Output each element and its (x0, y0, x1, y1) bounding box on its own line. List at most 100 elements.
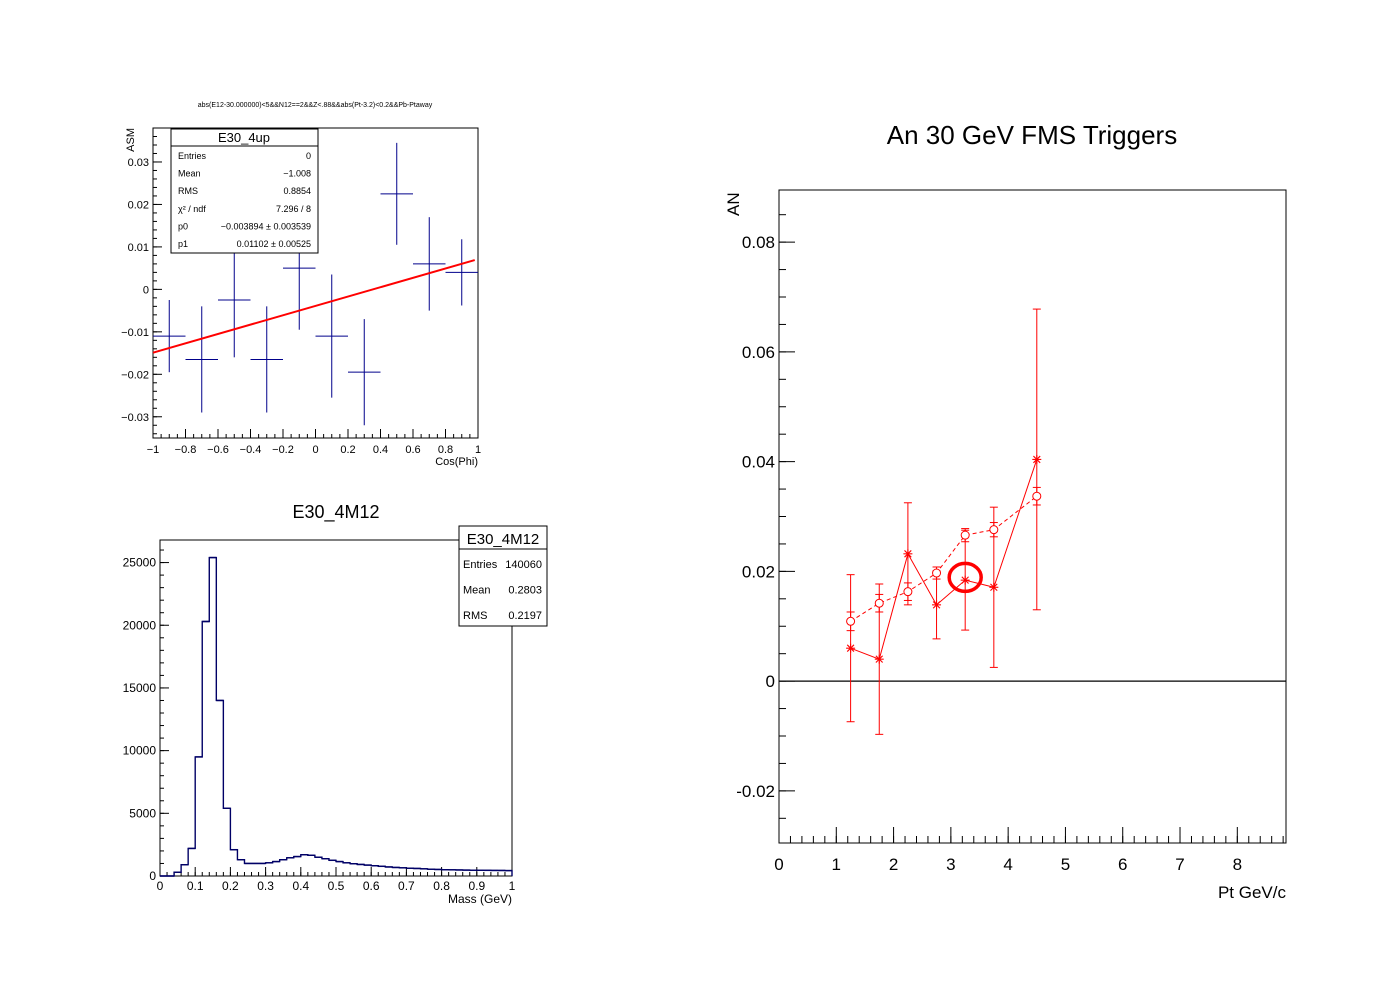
x-tick-label: −0.4 (240, 444, 262, 456)
series-line (850, 459, 1038, 660)
y-tick-label: 10000 (123, 744, 157, 758)
x-tick-label: −0.8 (175, 444, 197, 456)
data-point (932, 566, 942, 580)
x-tick-label: 0.2 (340, 444, 355, 456)
data-point (846, 611, 856, 632)
chart-title: E30_4M12 (292, 502, 379, 523)
stats-box: E30_4up Entries 0 Mean −1.008 RMS 0.8854 χ² / n… (170, 128, 319, 254)
y-tick-label: 0 (143, 284, 149, 296)
circle-marker (932, 568, 942, 578)
data-point (413, 217, 446, 311)
data-point (250, 306, 283, 413)
x-tick-label: 1 (509, 879, 516, 893)
y-tick-label: 15000 (123, 681, 157, 695)
stats-value: 0 (306, 151, 311, 161)
stats-box-frame (458, 525, 548, 627)
stats-value: 0.8854 (283, 186, 311, 196)
y-tick-label: 0.06 (742, 343, 775, 362)
x-tick-label: 4 (1003, 855, 1012, 874)
x-tick-label: 0.3 (257, 879, 274, 893)
y-tick-label: −0.03 (121, 412, 149, 424)
x-tick-label: 0.6 (405, 444, 420, 456)
y-axis-label: AN (724, 192, 743, 216)
y-tick-label: 0 (149, 869, 156, 883)
y-tick-label: 25000 (123, 556, 157, 570)
y-tick-label: 0 (766, 672, 775, 691)
data-point (932, 570, 942, 640)
x-tick-label: 0.8 (433, 879, 450, 893)
y-tick-label: 0.02 (742, 562, 775, 581)
x-tick-label: −0.6 (207, 444, 229, 456)
y-tick-label: 0.04 (742, 453, 775, 472)
y-tick-label: 0.02 (128, 199, 149, 211)
y-tick-label: 0.01 (128, 242, 149, 254)
x-tick-label: 2 (889, 855, 898, 874)
data-point (1032, 486, 1042, 506)
data-point (218, 242, 251, 358)
y-tick-label: −0.02 (121, 369, 149, 381)
data-point (989, 522, 999, 538)
stats-value: 140060 (505, 559, 542, 571)
stats-label: p0 (178, 221, 188, 231)
an-vs-pt-panel: An 30 GeV FMS Triggers 0 1 2 3 4 5 6 7 8 -0.02 0 0.0… (724, 120, 1287, 902)
stats-value: −0.003894 ± 0.003539 (221, 221, 311, 231)
data-point (874, 593, 884, 613)
data-point (153, 299, 186, 373)
x-tick-label: 7 (1175, 855, 1184, 874)
star-marker (875, 655, 884, 663)
mass-histogram-panel: E30_4M12 0 0.1 0.2 0.3 0.4 0.5 0.6 0.7 0.8 0.9 1 0 50… (123, 502, 548, 906)
data-point (315, 274, 348, 398)
series-1 (846, 308, 1042, 735)
x-tick-label: 6 (1118, 855, 1127, 874)
x-tick-label: 0 (774, 855, 783, 874)
stats-value: 0.2803 (508, 585, 542, 597)
stats-value: 7.296 / 8 (276, 204, 311, 214)
y-axis-label: ASM (125, 128, 137, 152)
x-tick-label: −1 (147, 444, 160, 456)
y-tick-label: 0.08 (742, 233, 775, 252)
x-tick-label: 0.4 (292, 879, 309, 893)
chart-title: An 30 GeV FMS Triggers (887, 120, 1177, 150)
x-axis-label: Mass (GeV) (448, 892, 512, 906)
stats-value: −1.008 (283, 169, 311, 179)
stats-label: p1 (178, 239, 188, 249)
x-tick-label: −0.2 (272, 444, 294, 456)
star-marker (846, 644, 855, 652)
star-marker (961, 576, 969, 584)
x-tick-label: 3 (946, 855, 955, 874)
data-point (903, 582, 913, 601)
data-point (348, 319, 381, 426)
stats-label: Entries (178, 151, 207, 161)
x-axis-label: Cos(Phi) (435, 456, 478, 468)
stats-label: Entries (463, 559, 498, 571)
stats-label: Mean (178, 169, 201, 179)
star-marker (932, 601, 941, 609)
y-tick-label: 0.03 (128, 157, 149, 169)
x-tick-label: 0.6 (363, 879, 380, 893)
x-tick-label: 0.7 (398, 879, 415, 893)
x-tick-label: 1 (475, 444, 481, 456)
y-tick-label: 20000 (123, 618, 157, 632)
x-tick-label: 0 (312, 444, 318, 456)
series-2 (846, 486, 1042, 632)
data-point (445, 239, 478, 306)
x-tick-label: 5 (1061, 855, 1070, 874)
data-point (1032, 308, 1042, 611)
circle-marker (960, 530, 970, 540)
stats-box: E30_4M12 Entries 140060 Mean 0.2803 RMS 0.2197 (458, 525, 548, 627)
x-tick-label: 0.9 (468, 879, 485, 893)
plot-frame (778, 189, 1287, 844)
y-tick-label: -0.02 (736, 782, 775, 801)
y-tick-label: −0.01 (121, 327, 149, 339)
circle-marker (989, 525, 999, 535)
highlight-circle (947, 561, 983, 594)
x-tick-label: 0.1 (187, 879, 204, 893)
circle-marker (874, 598, 884, 608)
fit-line (152, 259, 476, 354)
x-tick-label: 0.8 (438, 444, 453, 456)
chart-title: abs(E12-30.000000)<5&&N12==2&&Z<.88&&abs… (198, 102, 433, 109)
stats-label: RMS (463, 610, 487, 622)
stats-value: 0.2197 (508, 610, 542, 622)
stats-label: Mean (463, 585, 491, 597)
